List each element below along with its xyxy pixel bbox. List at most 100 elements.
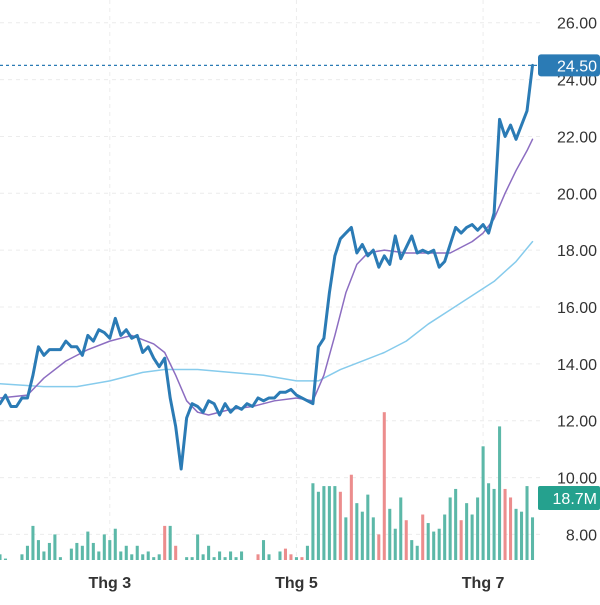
volume-bar [53,534,57,560]
volume-bar [212,557,216,560]
volume-bar [168,525,172,560]
volume-bar [487,483,491,560]
volume-bar [377,534,381,560]
volume-bar [498,426,502,560]
volume-bar [207,545,211,560]
y-tick-label: 10.00 [557,471,597,488]
x-axis: Thg 3 Thg 5 Thg 7 [88,575,504,592]
volume-bar [58,557,62,560]
volume-bar [31,525,35,560]
volume-bar [190,557,194,560]
volume-bar [509,497,513,560]
volume-bar [333,486,337,560]
volume-bar [311,483,315,560]
volume-bar [316,491,320,560]
volume-bar [75,542,79,560]
volume-bar [36,540,40,560]
volume-bar [267,554,271,560]
volume-bar [525,486,529,560]
volume-bar [443,514,447,560]
volume-bar [399,497,403,560]
volume-bar [520,511,524,560]
volume-bar [465,503,469,560]
volume-bar [223,557,227,560]
volume-bar [113,528,117,560]
ma-fast-line [0,138,534,416]
volume-bar [426,523,430,560]
volume-bar [174,545,178,560]
volume-bar [294,557,298,560]
volume-bar [432,531,436,560]
volume-bar [305,545,309,560]
volume-label: 18.7M [553,491,597,508]
y-tick-label: 18.00 [557,243,597,260]
volume-bar [240,551,244,560]
volume-bar [371,517,375,560]
volume-bar [196,534,200,560]
volume-bar [201,554,205,560]
volume-bar [256,554,260,560]
volume-bar [278,551,282,560]
last-price-badge [538,54,600,77]
volume-bar [91,542,95,560]
volume-bar [344,517,348,560]
y-tick-label: 12.00 [557,414,597,431]
volume-bar [404,520,408,560]
y-tick-label: 26.00 [557,16,597,33]
volume-bar [86,531,90,560]
volume-bar [360,511,364,560]
volume-bar [492,488,496,560]
volume-bar [141,554,145,560]
volume-bar [119,551,123,560]
volume-bar [448,497,452,560]
volume-bar [80,545,84,560]
volume-bar [327,486,331,560]
volume-bar [454,488,458,560]
volume-bar [476,497,480,560]
volume-bar [388,508,392,560]
volume-bar [338,491,342,560]
y-tick-label: 8.00 [566,527,597,544]
volume-bar [47,542,51,560]
volume-bar [470,514,474,560]
volume-bar [349,474,353,560]
volume-bar [459,520,463,560]
volume-badge [538,486,600,510]
y-tick-label: 24.00 [557,73,597,90]
y-tick-label: 14.00 [557,357,597,374]
volume-bar [300,557,304,560]
volume-bar [102,534,106,560]
volume-bar [130,554,134,560]
volume-bar [163,525,167,560]
volume-bar [3,558,8,560]
volume-bar [185,557,189,560]
volume-bar [437,528,441,560]
volume-bar [514,508,518,560]
volume-bar [42,551,46,560]
volume-bar [25,545,29,560]
volume-bar [355,503,359,560]
volume-bar [322,486,326,560]
volume-bar [234,557,238,560]
volume-bar [124,545,128,560]
volume-bar [283,548,287,560]
volume-bar [69,548,73,560]
volume-bar [382,412,386,560]
x-tick-label: Thg 5 [275,575,318,592]
volume-bar [135,545,139,560]
last-price-label: 24.50 [557,58,597,75]
volume-bar [503,488,507,560]
volume-bars [0,412,535,560]
volume-bar [97,551,101,560]
volume-bar [108,540,112,560]
ma-slow-line [0,240,534,388]
volume-bar [218,551,222,560]
volume-bar [289,554,293,560]
volume-bar [421,514,425,560]
volume-bar [229,551,233,560]
volume-bar [152,557,156,560]
grid-lines [0,0,540,560]
volume-bar [20,554,24,560]
